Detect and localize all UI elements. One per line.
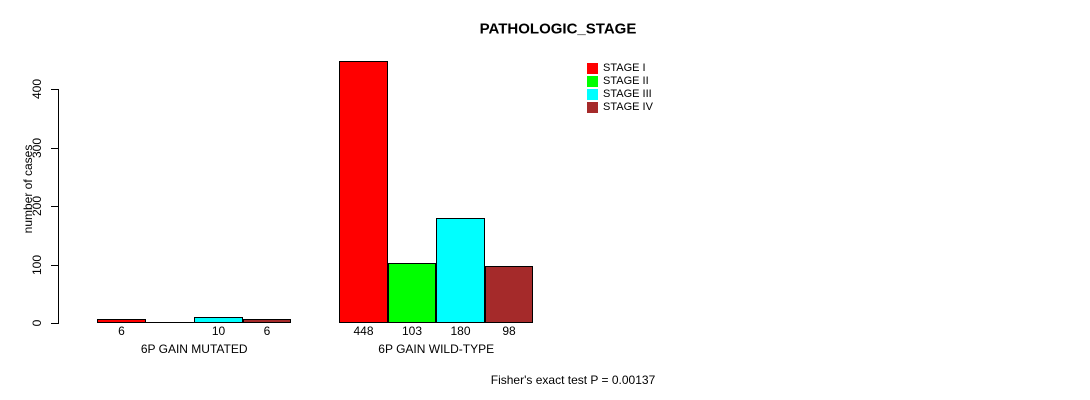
bar-value-label: 98 bbox=[502, 324, 516, 338]
legend-item: STAGE II bbox=[587, 75, 653, 88]
y-tick-mark bbox=[51, 323, 58, 324]
legend-label: STAGE IV bbox=[603, 101, 653, 113]
y-tick-label: 300 bbox=[30, 137, 44, 158]
y-tick-label: 0 bbox=[30, 319, 44, 327]
legend: STAGE I STAGE II STAGE III STAGE IV bbox=[587, 62, 653, 114]
y-tick-mark bbox=[51, 206, 58, 207]
legend-item: STAGE I bbox=[587, 62, 653, 75]
legend-label: STAGE II bbox=[603, 75, 649, 87]
x-group-label: 6P GAIN MUTATED bbox=[140, 342, 248, 356]
legend-item: STAGE III bbox=[587, 88, 653, 101]
y-tick-label: 400 bbox=[30, 78, 44, 100]
y-tick-mark bbox=[51, 89, 58, 90]
bar-stage-iii bbox=[194, 317, 243, 323]
bar-stage-iii bbox=[436, 218, 485, 323]
zero-bar-stage-ii bbox=[146, 322, 194, 323]
bar-value-label: 10 bbox=[211, 324, 226, 338]
y-tick-label: 200 bbox=[30, 195, 44, 217]
chart-title: PATHOLOGIC_STAGE bbox=[479, 20, 637, 38]
bar-value-label: 6 bbox=[118, 324, 125, 338]
legend-swatch bbox=[587, 63, 598, 74]
bar-value-label: 103 bbox=[401, 324, 423, 338]
y-axis-line bbox=[58, 89, 59, 324]
bar-value-label: 448 bbox=[353, 324, 374, 338]
legend-swatch bbox=[587, 89, 598, 100]
legend-item: STAGE IV bbox=[587, 101, 653, 114]
stat-annotation: Fisher's exact test P = 0.00137 bbox=[490, 373, 656, 387]
bar-value-label: 180 bbox=[450, 324, 471, 338]
bar-stage-iv bbox=[243, 319, 291, 323]
legend-label: STAGE I bbox=[603, 62, 646, 74]
legend-label: STAGE III bbox=[603, 88, 652, 100]
y-tick-label: 100 bbox=[30, 254, 44, 275]
legend-swatch bbox=[587, 102, 598, 113]
y-tick-mark bbox=[51, 147, 58, 149]
legend-swatch bbox=[587, 76, 598, 87]
bar-stage-i bbox=[339, 61, 388, 323]
bar-stage-ii bbox=[388, 263, 436, 323]
bar-value-label: 6 bbox=[263, 324, 271, 338]
bar-stage-i bbox=[97, 319, 146, 323]
y-tick-mark bbox=[51, 264, 58, 266]
x-group-label: 6P GAIN WILD-TYPE bbox=[378, 342, 495, 356]
bar-stage-iv bbox=[485, 266, 533, 323]
